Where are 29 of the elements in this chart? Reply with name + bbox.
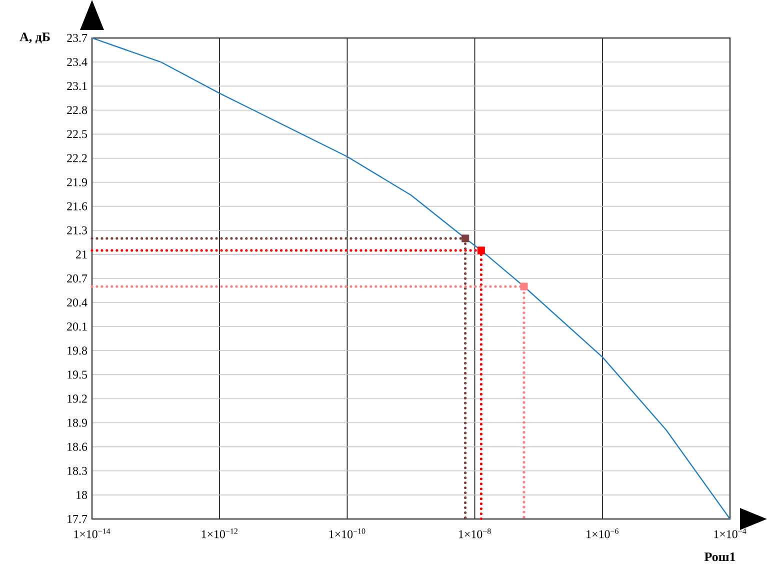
y-tick-label: 19.8 bbox=[68, 346, 88, 355]
y-axis-title: A, дБ bbox=[20, 32, 50, 44]
y-tick-label: 18 bbox=[76, 490, 88, 499]
y-tick-label: 20.1 bbox=[67, 322, 87, 331]
y-tick-label: 23.4 bbox=[67, 58, 88, 66]
y-tick-label: 17.7 bbox=[68, 514, 88, 524]
x-tick-label: 1×10$^{−12}$ bbox=[202, 528, 238, 538]
y-tick-label: 19.5 bbox=[68, 370, 88, 379]
y-tick-label: 21.3 bbox=[67, 226, 88, 234]
y-tick-label: 20.4 bbox=[67, 298, 88, 307]
y-tick-label: 19.2 bbox=[68, 394, 87, 403]
x-axis-title: Рош1 bbox=[704, 552, 736, 562]
y-tick-label: 18.3 bbox=[68, 466, 88, 475]
y-tick-label: 21 bbox=[76, 250, 87, 258]
x-tick-label: 1×10$^{−14}$ bbox=[74, 528, 110, 538]
y-tick-label: 20.7 bbox=[67, 274, 88, 283]
y-tick-label: 18.6 bbox=[68, 442, 88, 451]
x-tick-label: 1×10$^{−4}$ bbox=[714, 528, 746, 538]
y-tick-label: 22.2 bbox=[67, 154, 87, 162]
y-tick-label: 21.9 bbox=[67, 178, 87, 186]
y-tick-label: 23.1 bbox=[67, 82, 87, 90]
y-tick-label: 21.6 bbox=[67, 202, 88, 210]
y-tick-label: 23.7 bbox=[67, 34, 88, 42]
x-tick-label: 1×10$^{−10}$ bbox=[329, 528, 366, 538]
x-tick-label: 1×10$^{−8}$ bbox=[459, 528, 491, 538]
y-tick-label: 22.8 bbox=[67, 106, 88, 114]
y-tick-label: 22.5 bbox=[67, 130, 88, 138]
x-tick-label: 1×10$^{−6}$ bbox=[586, 528, 618, 538]
y-tick-label: 18.9 bbox=[68, 418, 87, 427]
